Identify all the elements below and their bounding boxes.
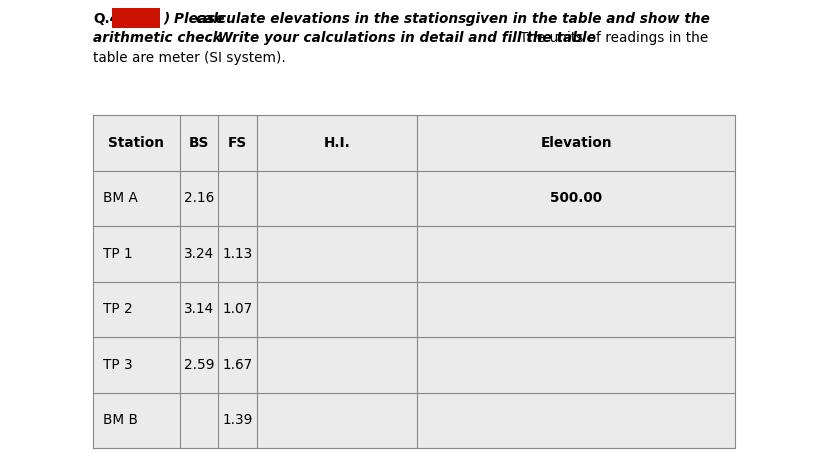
Text: given in the table and show the: given in the table and show the [461, 12, 710, 26]
Text: 1.07: 1.07 [222, 302, 252, 316]
Bar [93, 115, 735, 448]
Text: 2.59: 2.59 [184, 358, 214, 372]
Text: H.I.: H.I. [323, 136, 351, 150]
Bar [112, 8, 160, 28]
Text: table are meter (SI system).: table are meter (SI system). [93, 51, 286, 65]
Text: 2.16: 2.16 [184, 191, 214, 205]
Text: 1.67: 1.67 [222, 358, 252, 372]
Text: calculate elevations in the stations: calculate elevations in the stations [196, 12, 466, 26]
Text: . Write your calculations in detail and fill the table: . Write your calculations in detail and … [208, 31, 596, 45]
Text: BM A: BM A [103, 191, 138, 205]
Text: Station: Station [108, 136, 165, 150]
Text: TP 1: TP 1 [103, 247, 132, 261]
Text: 3.24: 3.24 [184, 247, 214, 261]
Text: BM B: BM B [103, 413, 138, 427]
Text: FS: FS [227, 136, 247, 150]
Text: 3.14: 3.14 [184, 302, 214, 316]
Text: . The units of readings in the: . The units of readings in the [511, 31, 708, 45]
Text: Q.4.: Q.4. [93, 12, 124, 26]
Text: Elevation: Elevation [540, 136, 612, 150]
Text: ) Please: ) Please [163, 12, 229, 26]
Text: 500.00: 500.00 [550, 191, 602, 205]
Text: TP 2: TP 2 [103, 302, 132, 316]
Text: arithmetic check: arithmetic check [93, 31, 222, 45]
Text: TP 3: TP 3 [103, 358, 132, 372]
Text: 1.39: 1.39 [222, 413, 252, 427]
Text: BS: BS [189, 136, 209, 150]
Text: 1.13: 1.13 [222, 247, 252, 261]
